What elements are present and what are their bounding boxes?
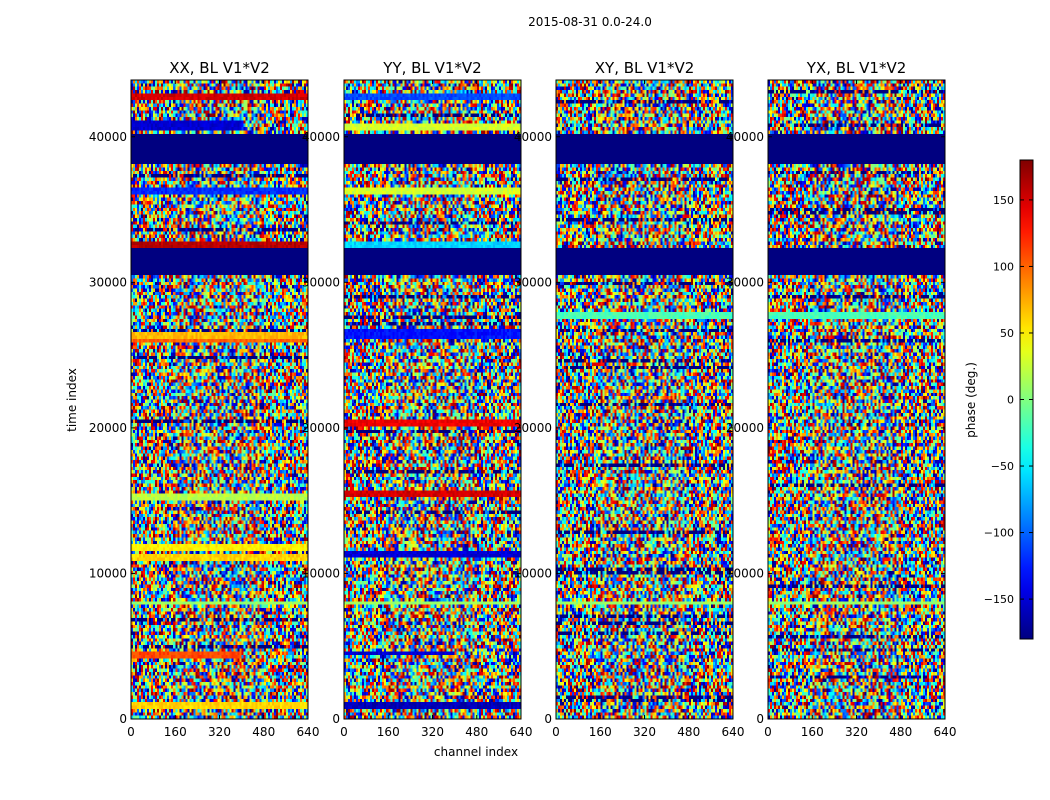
panel-title: XY, BL V1*V2 [595, 59, 695, 77]
colorbar: −150 −100 −50 0 50 100 150 [984, 159, 1034, 640]
x-tick-label: 640 [297, 725, 320, 739]
y-tick-label: 40000 [302, 130, 340, 144]
panel-2-heatmap [344, 80, 521, 719]
x-tick-label: 480 [252, 725, 275, 739]
colorbar-tick-label: 150 [993, 194, 1014, 207]
x-tick-label: 640 [510, 725, 533, 739]
colorbar-tick-label: −150 [984, 593, 1014, 606]
y-tick-label: 0 [119, 712, 127, 726]
x-tick-label: 480 [677, 725, 700, 739]
x-tick-label: 640 [934, 725, 957, 739]
y-tick-label: 0 [544, 712, 552, 726]
panel-1: XX, BL V1*V2 0 160 320 480 640 0 10000 20000 3000… [89, 59, 320, 739]
y-tick-label: 20000 [514, 421, 552, 435]
x-tick-label: 640 [722, 725, 745, 739]
panel-title: YY, BL V1*V2 [382, 59, 481, 77]
y-tick-label: 20000 [89, 421, 127, 435]
panel-4-heatmap [768, 80, 945, 719]
y-tick-label: 10000 [726, 566, 764, 580]
x-tick-label: 160 [164, 725, 187, 739]
y-tick-label: 0 [332, 712, 340, 726]
y-axis-label: time index [65, 368, 79, 432]
y-tick-label: 30000 [302, 275, 340, 289]
panel-4: YX, BL V1*V2 0 160 320 480 640 0 10000 20000 3000… [726, 59, 957, 739]
x-tick-label: 320 [633, 725, 656, 739]
panel-2: YY, BL V1*V2 0 160 320 480 640 0 10000 20000 3000… [302, 59, 533, 739]
x-tick-label: 0 [127, 725, 135, 739]
colorbar-tick-label: −100 [984, 527, 1014, 540]
colorbar-tick-label: 50 [1000, 327, 1014, 340]
panel-3: XY, BL V1*V2 0 160 320 480 640 0 10000 20000 3000… [514, 59, 745, 739]
panel-1-heatmap [131, 80, 308, 719]
panel-title: XX, BL V1*V2 [169, 59, 270, 77]
colorbar-tick-label: 0 [1007, 394, 1014, 407]
x-tick-label: 160 [377, 725, 400, 739]
y-tick-label: 30000 [89, 275, 127, 289]
colorbar-tick-label: −50 [991, 460, 1014, 473]
y-tick-label: 10000 [514, 566, 552, 580]
x-tick-label: 480 [889, 725, 912, 739]
x-tick-label: 480 [465, 725, 488, 739]
y-tick-label: 30000 [726, 275, 764, 289]
y-tick-label: 40000 [514, 130, 552, 144]
x-axis-label: channel index [434, 745, 518, 759]
x-tick-label: 0 [764, 725, 772, 739]
x-tick-label: 160 [589, 725, 612, 739]
y-tick-label: 20000 [726, 421, 764, 435]
x-tick-label: 320 [208, 725, 231, 739]
panels-group: XX, BL V1*V2 0 160 320 480 640 0 10000 20000 3000… [89, 59, 957, 739]
y-tick-label: 0 [756, 712, 764, 726]
figure-title: 2015-08-31 0.0-24.0 [528, 15, 652, 29]
y-tick-label: 40000 [89, 130, 127, 144]
y-tick-label: 30000 [514, 275, 552, 289]
panel-title: YX, BL V1*V2 [806, 59, 907, 77]
y-tick-label: 10000 [89, 566, 127, 580]
panel-3-heatmap [556, 80, 733, 719]
x-tick-label: 0 [340, 725, 348, 739]
y-tick-label: 20000 [302, 421, 340, 435]
y-tick-label: 40000 [726, 130, 764, 144]
colorbar-tick-label: 100 [993, 260, 1014, 273]
colorbar-label: phase (deg.) [964, 362, 978, 438]
x-tick-label: 320 [845, 725, 868, 739]
x-tick-label: 0 [552, 725, 560, 739]
y-tick-label: 10000 [302, 566, 340, 580]
x-tick-label: 320 [421, 725, 444, 739]
x-tick-label: 160 [801, 725, 824, 739]
